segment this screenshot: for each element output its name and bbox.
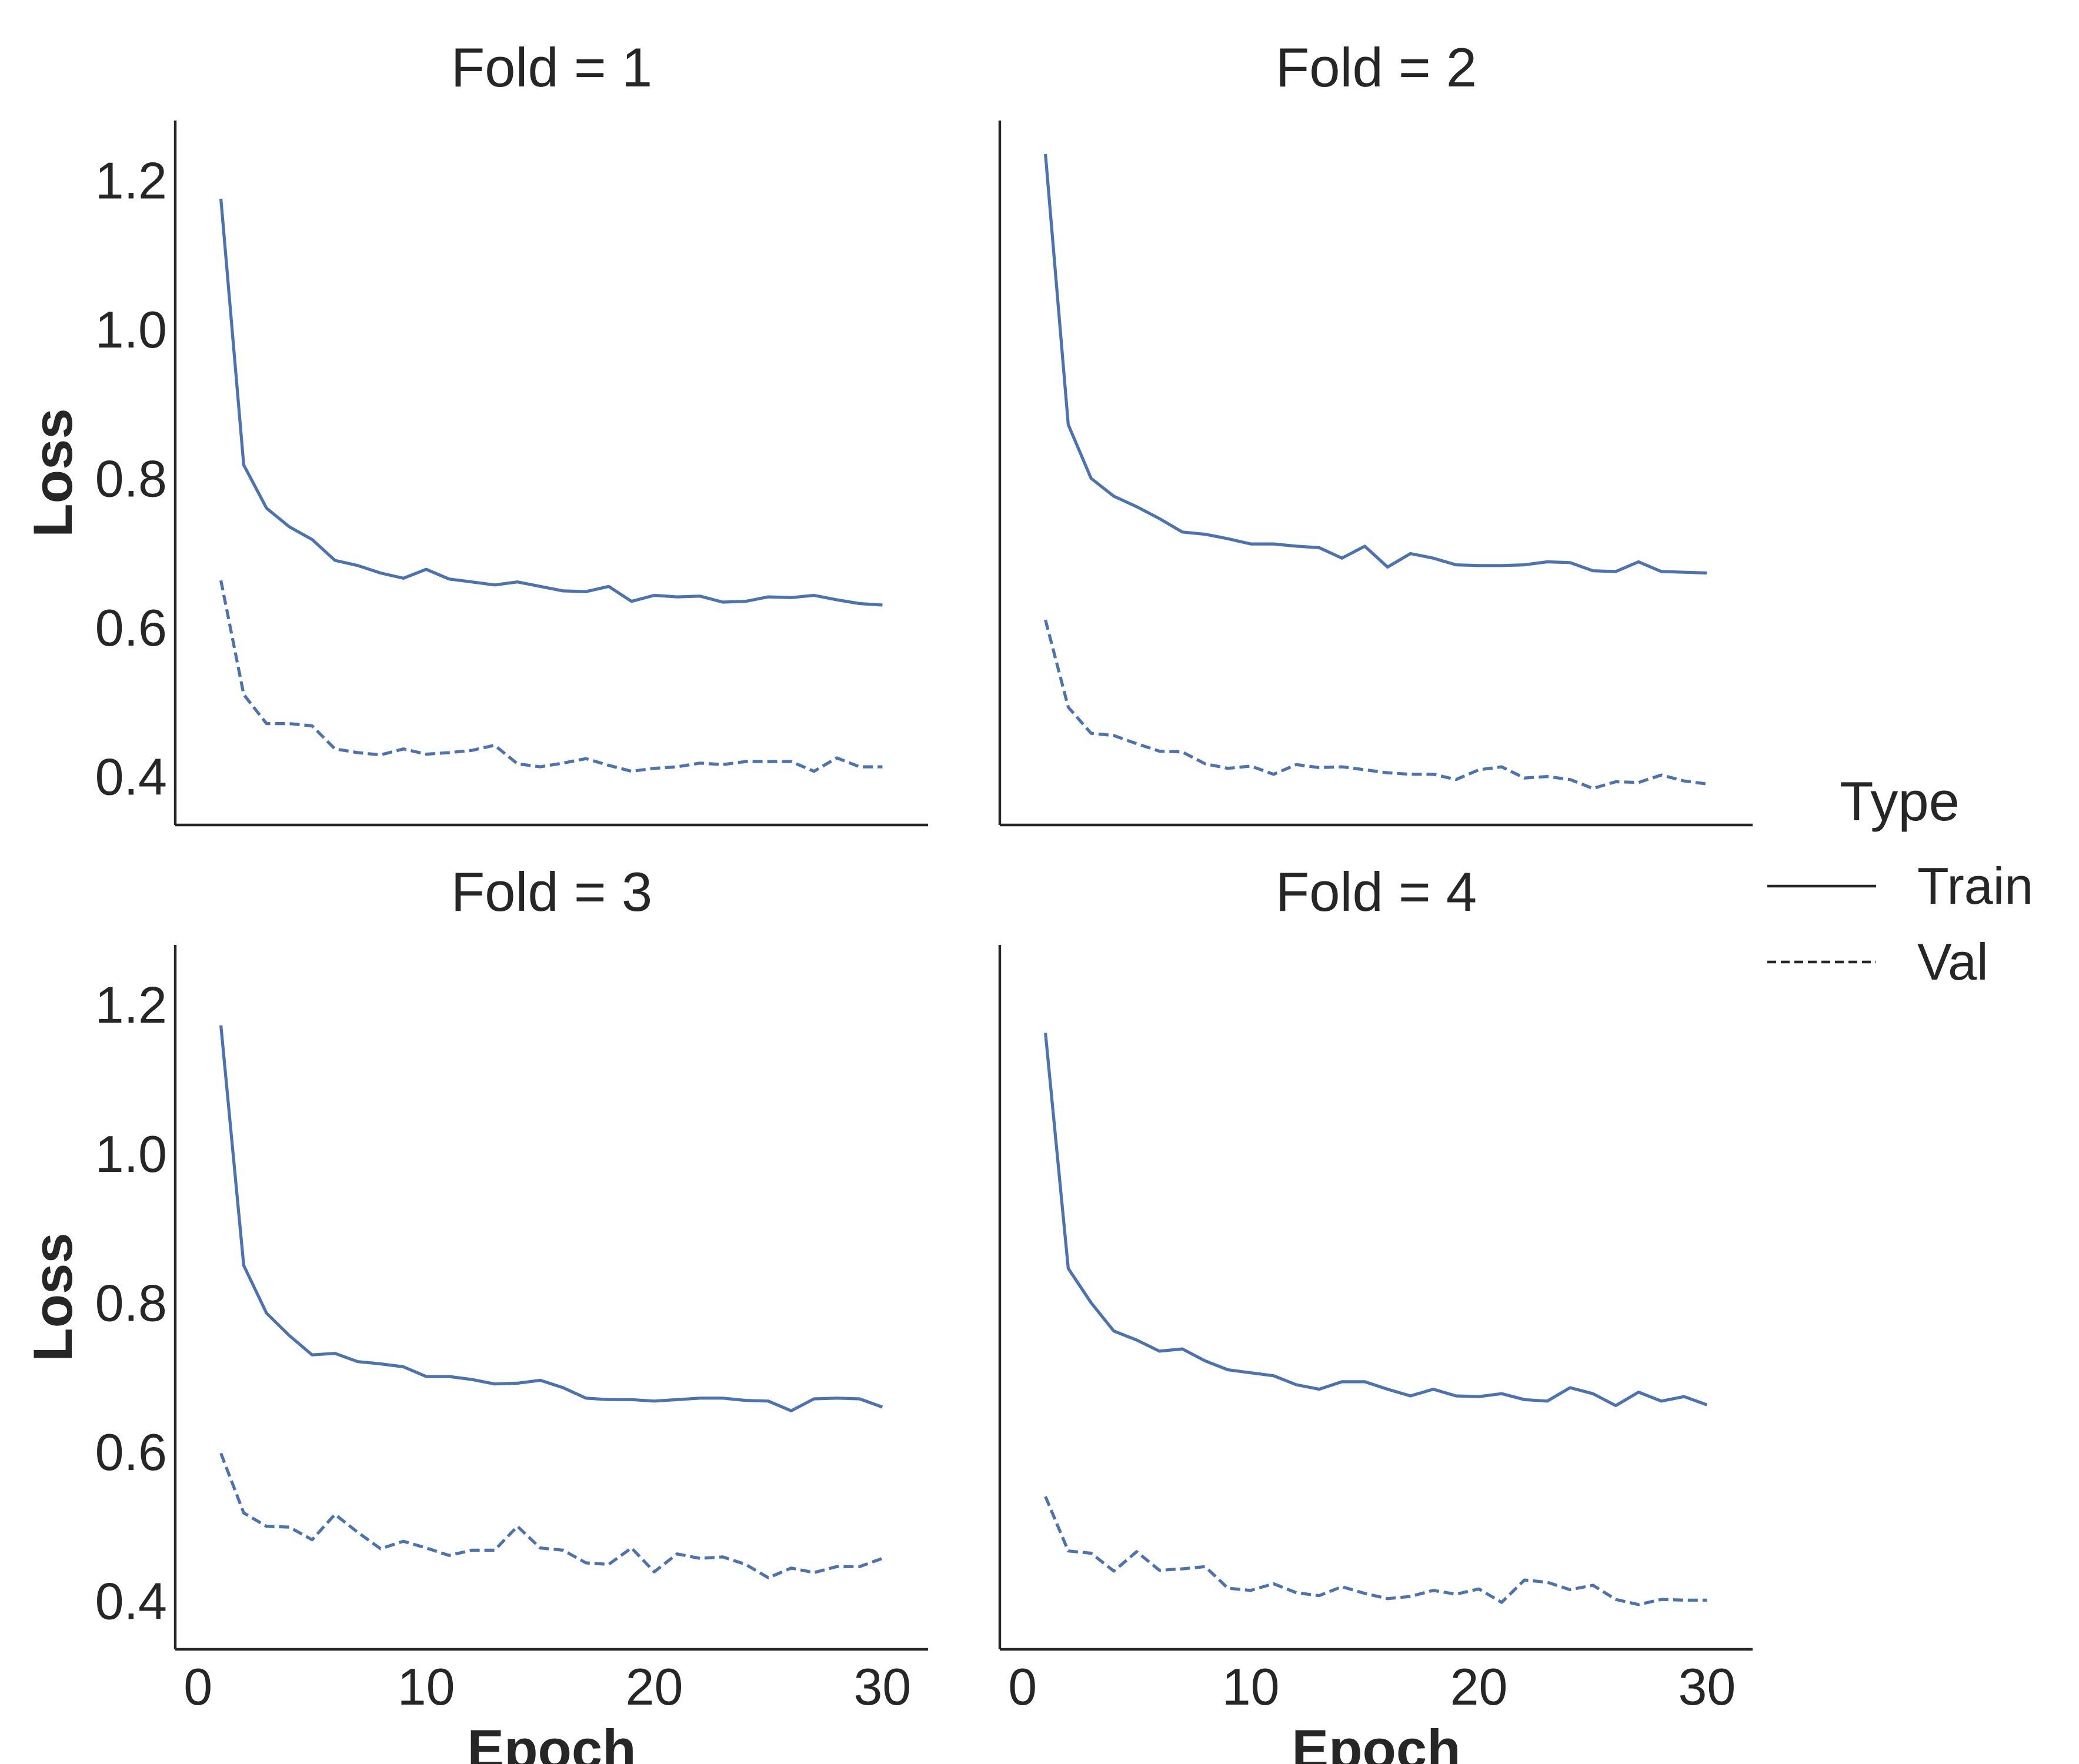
- panel-title: Fold = 4: [1276, 861, 1477, 923]
- x-tick-label: 30: [1678, 1658, 1736, 1716]
- facet-panels: Fold = 1 0.4 0.6 0.8 1.0 1.2 Loss Fold = 2 Fold …: [22, 36, 1753, 1764]
- facet-panel-4: Fold = 4 0 10 20 30 Epoch: [998, 861, 1753, 1764]
- series-line-train: [219, 1025, 883, 1412]
- legend: Type Train Val: [1767, 770, 2033, 991]
- x-axis-label: Epoch: [467, 1718, 636, 1764]
- y-tick-label: 0.8: [95, 1274, 167, 1332]
- series-line-val: [1044, 619, 1707, 790]
- facet-panel-1: Fold = 1 0.4 0.6 0.8 1.0 1.2 Loss: [22, 36, 928, 827]
- x-tick-label: 20: [626, 1658, 683, 1716]
- y-tick-label: 0.6: [95, 599, 167, 657]
- panel-title: Fold = 2: [1276, 36, 1477, 98]
- x-tick-label: 10: [398, 1658, 455, 1716]
- y-tick-label: 1.2: [95, 151, 167, 209]
- series-line-val: [219, 580, 883, 773]
- y-tick-label: 0.6: [95, 1423, 167, 1481]
- x-tick-label: 0: [183, 1658, 212, 1716]
- x-tick-label: 20: [1450, 1658, 1508, 1716]
- series-line-train: [219, 198, 883, 607]
- legend-val-label: Val: [1917, 933, 1988, 991]
- x-axis-label: Epoch: [1292, 1718, 1460, 1764]
- y-tick-label: 0.4: [95, 748, 167, 806]
- panel-title: Fold = 1: [451, 36, 652, 98]
- y-axis-label: Loss: [22, 408, 84, 537]
- x-tick-label: 30: [853, 1658, 911, 1716]
- series-line-train: [1044, 1033, 1708, 1408]
- y-tick-label: 0.4: [95, 1572, 167, 1631]
- y-tick-label: 0.8: [95, 450, 167, 508]
- y-axis-label: Loss: [22, 1232, 84, 1361]
- legend-title: Type: [1840, 770, 1960, 832]
- y-tick-label: 1.0: [95, 1125, 167, 1183]
- series-line-val: [1044, 1496, 1707, 1606]
- facet-panel-3: Fold = 3 0.4 0.6 0.8 1.0 1.2 Loss 0 10 20 30 Epoch: [22, 861, 928, 1764]
- series-line-val: [219, 1452, 883, 1579]
- x-tick-label: 0: [1008, 1658, 1037, 1716]
- panel-title: Fold = 3: [451, 861, 652, 923]
- y-tick-label: 1.2: [95, 975, 167, 1034]
- y-tick-label: 1.0: [95, 300, 167, 359]
- series-line-train: [1044, 153, 1707, 575]
- legend-train-label: Train: [1917, 857, 2033, 915]
- facet-panel-2: Fold = 2: [998, 36, 1753, 827]
- x-tick-label: 10: [1222, 1658, 1280, 1716]
